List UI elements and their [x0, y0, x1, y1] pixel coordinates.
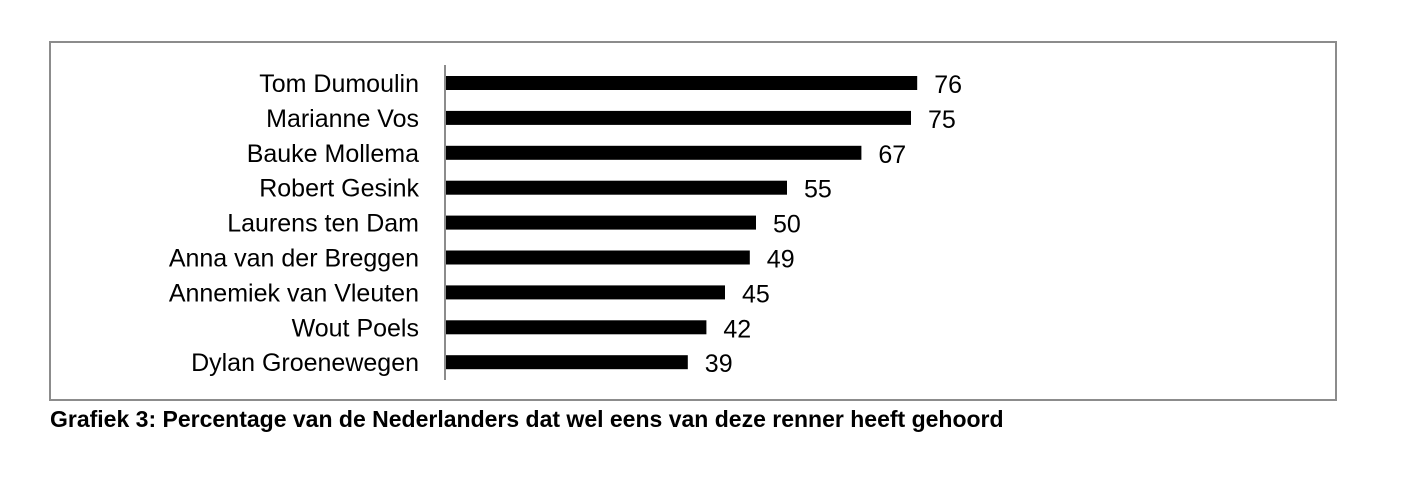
- category-label: Anna van der Breggen: [169, 245, 419, 273]
- value-label: 45: [742, 280, 770, 308]
- category-labels: Tom Dumoulin Marianne Vos Bauke Mollema Rob…: [169, 70, 420, 377]
- bar: [446, 355, 688, 370]
- category-label: Dylan Groenewegen: [191, 349, 419, 377]
- category-label: Marianne Vos: [266, 105, 419, 133]
- value-label: 39: [705, 350, 733, 378]
- category-label: Tom Dumoulin: [259, 70, 419, 98]
- category-label: Annemiek van Vleuten: [169, 279, 419, 307]
- category-label: Bauke Mollema: [247, 140, 419, 168]
- value-label: 49: [767, 246, 795, 274]
- chart-caption: Grafiek 3: Percentage van de Nederlander…: [50, 406, 1004, 432]
- bar: [446, 215, 756, 230]
- category-label: Wout Poels: [292, 314, 419, 342]
- category-label: Laurens ten Dam: [227, 210, 419, 238]
- bars: [446, 76, 918, 370]
- value-label: 76: [934, 71, 962, 99]
- value-label: 55: [804, 176, 832, 204]
- value-label: 42: [723, 315, 751, 343]
- chart-frame: Tom Dumoulin Marianne Vos Bauke Mollema Rob…: [49, 41, 1337, 401]
- bar-chart: Tom Dumoulin Marianne Vos Bauke Mollema Rob…: [169, 65, 962, 380]
- bar: [446, 250, 750, 265]
- bar: [446, 320, 707, 335]
- bar: [446, 76, 918, 90]
- value-label: 75: [928, 106, 956, 134]
- category-label: Robert Gesink: [259, 175, 419, 203]
- bar: [446, 285, 725, 300]
- bar: [446, 110, 911, 125]
- value-label: 67: [878, 141, 906, 169]
- value-label: 50: [773, 211, 801, 239]
- bar: [446, 145, 862, 160]
- bar: [446, 180, 787, 195]
